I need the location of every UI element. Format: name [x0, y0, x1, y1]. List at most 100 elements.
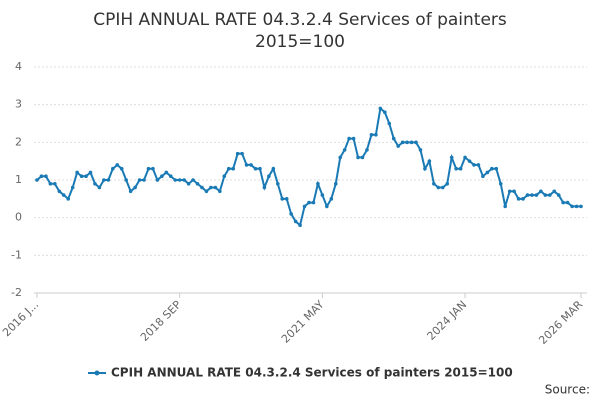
point: [88, 170, 93, 175]
point: [539, 189, 543, 194]
point: [293, 219, 298, 224]
source: Source:: [545, 383, 590, 397]
point: [333, 181, 338, 186]
point: [405, 140, 409, 145]
point: [209, 185, 213, 190]
point: [240, 151, 244, 156]
point: [409, 140, 414, 145]
point: [561, 200, 565, 205]
point: [360, 155, 365, 160]
point: [35, 178, 39, 182]
point: [284, 197, 289, 201]
x-tick-label: 2016 J...: [0, 298, 41, 339]
point: [93, 181, 97, 186]
point: [151, 166, 155, 171]
point: [262, 185, 267, 190]
point: [320, 193, 325, 197]
point: [530, 193, 534, 197]
point: [494, 166, 499, 171]
point: [454, 166, 458, 171]
point: [507, 189, 512, 194]
point: [503, 204, 507, 209]
y-tick-label: 1: [15, 173, 22, 186]
point: [119, 166, 124, 171]
point: [521, 197, 525, 201]
point: [472, 163, 476, 167]
x-tick-label: 2026 MAR: [536, 298, 585, 347]
point: [115, 163, 120, 167]
point: [418, 148, 423, 152]
point: [374, 133, 378, 137]
point: [579, 204, 583, 209]
point: [226, 166, 231, 171]
point: [124, 178, 128, 182]
point: [534, 193, 539, 197]
point: [177, 178, 182, 182]
point: [490, 166, 494, 171]
point: [57, 189, 62, 194]
point: [146, 166, 151, 171]
point: [574, 204, 579, 209]
point: [556, 193, 561, 197]
point: [356, 155, 360, 160]
y-tick-label: 0: [15, 211, 22, 224]
point: [463, 155, 467, 160]
point: [182, 178, 186, 182]
point: [111, 166, 115, 171]
y-tick-label: 3: [15, 98, 22, 111]
point: [329, 197, 334, 201]
x-tick-label: 2024 JAN: [425, 298, 470, 343]
point: [97, 185, 102, 190]
point: [258, 166, 262, 171]
y-tick-label: 4: [15, 60, 22, 73]
point: [39, 174, 44, 179]
point: [142, 178, 146, 182]
point: [476, 163, 481, 167]
point: [155, 178, 160, 182]
point: [423, 166, 427, 171]
point: [164, 170, 169, 175]
legend-label: CPIH ANNUAL RATE 04.3.2.4 Services of pa…: [111, 366, 513, 380]
point: [351, 136, 356, 141]
point: [244, 163, 249, 167]
point: [338, 155, 343, 160]
point: [48, 181, 53, 186]
point: [204, 189, 209, 194]
point: [70, 185, 75, 190]
point: [400, 140, 405, 145]
point: [369, 133, 374, 137]
point: [427, 159, 432, 163]
point: [387, 121, 392, 126]
y-tick-label: -1: [11, 248, 22, 261]
point: [66, 197, 71, 201]
point: [436, 185, 441, 190]
chart-title: CPIH ANNUAL RATE 04.3.2.4 Services of pa…: [93, 10, 507, 30]
point: [565, 200, 570, 205]
point: [383, 110, 387, 114]
point: [44, 174, 48, 179]
point: [440, 185, 445, 190]
point: [186, 181, 191, 186]
point: [342, 148, 347, 152]
point: [253, 166, 258, 171]
point: [137, 178, 142, 182]
point: [173, 178, 178, 182]
point: [222, 174, 227, 179]
point: [307, 200, 311, 205]
point: [570, 204, 574, 209]
point: [106, 178, 111, 182]
point: [485, 170, 490, 175]
point: [275, 181, 280, 186]
point: [552, 189, 557, 194]
point: [311, 200, 316, 205]
point: [289, 212, 293, 216]
point: [396, 144, 400, 148]
point: [102, 178, 106, 182]
legend-marker: [94, 370, 100, 376]
point: [325, 204, 329, 209]
point: [271, 166, 276, 171]
point: [249, 163, 253, 167]
point: [525, 193, 530, 197]
point: [218, 189, 222, 194]
point: [231, 166, 235, 171]
